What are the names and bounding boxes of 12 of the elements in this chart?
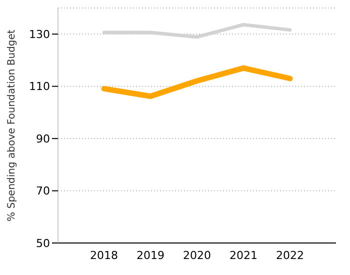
- x-tick-label: 2018: [90, 248, 118, 262]
- y-tick-label: 50: [36, 236, 50, 250]
- y-tick-label: 70: [36, 184, 50, 198]
- y-tick-label: 90: [36, 132, 50, 146]
- y-tick-label: 110: [29, 80, 50, 94]
- x-tick-label: 2021: [230, 248, 258, 262]
- y-tick-label: 130: [29, 28, 50, 42]
- line-series: [102, 22, 292, 39]
- x-tick-label: 2020: [183, 248, 211, 262]
- x-tick-label: 2022: [276, 248, 304, 262]
- x-tick-label: 2019: [136, 248, 164, 262]
- y-axis-title: % Spending above Foundation Budget: [6, 30, 18, 222]
